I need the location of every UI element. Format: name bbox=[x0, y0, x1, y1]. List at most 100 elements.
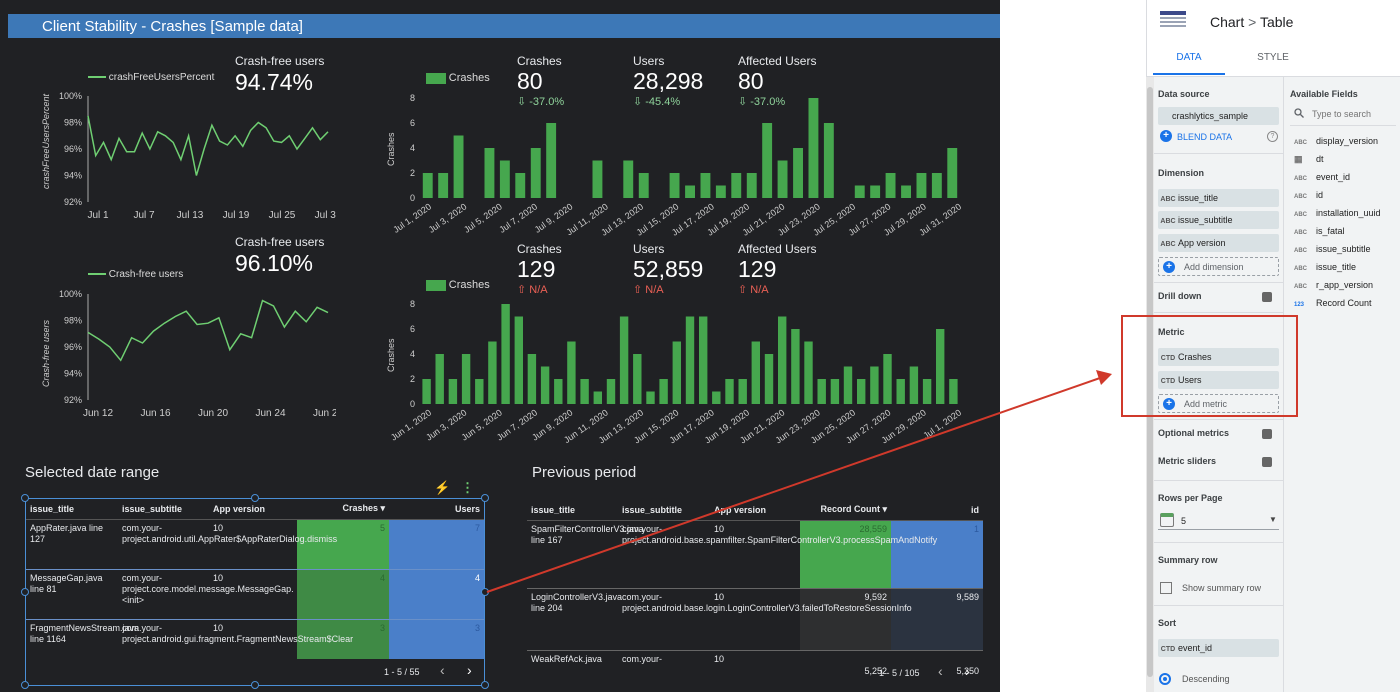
field-display-version[interactable]: ABC display_version bbox=[1294, 134, 1378, 148]
tab-style[interactable]: STYLE bbox=[1257, 52, 1289, 63]
col-record-count[interactable]: Record Count ▾ bbox=[820, 504, 887, 515]
prev-page-button[interactable]: ‹ bbox=[938, 663, 943, 679]
breadcrumb: Chart > Table bbox=[1210, 14, 1293, 30]
col-app-version[interactable]: App version bbox=[213, 503, 266, 514]
col-issue-subtitle[interactable]: issue_subtitle bbox=[122, 503, 183, 514]
dimension-name: issue_title bbox=[1178, 193, 1219, 203]
field-search-input[interactable] bbox=[1312, 107, 1396, 121]
crash-free-users-label-1: Crash-free users bbox=[235, 54, 325, 68]
drill-down-toggle[interactable] bbox=[1262, 292, 1272, 302]
col-crashes[interactable]: Crashes ▾ bbox=[342, 503, 385, 514]
metric-chip-users[interactable]: CTD Users bbox=[1158, 371, 1279, 389]
summary-row-checkbox[interactable] bbox=[1160, 582, 1172, 594]
optional-metrics-toggle[interactable] bbox=[1262, 429, 1272, 439]
metric-chip-crashes[interactable]: CTD Crashes bbox=[1158, 348, 1279, 366]
resize-handle[interactable] bbox=[481, 681, 489, 689]
field-issue-subtitle[interactable]: ABC issue_subtitle bbox=[1294, 242, 1371, 256]
next-page-button[interactable]: › bbox=[965, 663, 970, 679]
resize-handle[interactable] bbox=[21, 494, 29, 502]
table-row[interactable]: SpamFilterControllerV3.java line 167 com… bbox=[527, 520, 983, 588]
field-id[interactable]: ABC id bbox=[1294, 188, 1323, 202]
kpi-value: 129 bbox=[517, 256, 556, 282]
metric-sliders-toggle[interactable] bbox=[1262, 457, 1272, 467]
bolt-icon[interactable]: ⚡ bbox=[434, 480, 451, 495]
help-icon[interactable]: ? bbox=[1267, 131, 1278, 142]
bar-chart-1-legend: Crashes bbox=[426, 72, 490, 84]
add-metric-button[interactable]: + Add metric bbox=[1158, 394, 1279, 413]
bar bbox=[857, 379, 866, 404]
field-record-count[interactable]: 123 Record Count bbox=[1294, 296, 1372, 310]
text-type-icon: ABC bbox=[1160, 196, 1176, 203]
kpi-delta: ⇧ N/A bbox=[633, 284, 664, 296]
data-tab-body: Data source crashlytics_sample + BLEND D… bbox=[1146, 77, 1400, 692]
more-options-icon[interactable]: ⋮ bbox=[461, 480, 474, 495]
col-issue-title[interactable]: issue_title bbox=[531, 504, 576, 515]
blend-data-button[interactable]: BLEND DATA bbox=[1177, 132, 1233, 142]
rows-per-page-value[interactable]: 5 bbox=[1181, 516, 1187, 526]
y-tick-label: 4 bbox=[410, 349, 415, 359]
field-name: issue_title bbox=[1316, 262, 1357, 272]
cell-app-version: 10 bbox=[714, 653, 725, 664]
cell-crashes: 5 bbox=[297, 519, 389, 569]
field-dt[interactable]: ▦ dt bbox=[1294, 152, 1324, 166]
field-installation-uuid[interactable]: ABC installation_uuid bbox=[1294, 206, 1381, 220]
field-r-app-version[interactable]: ABC r_app_version bbox=[1294, 278, 1373, 292]
field-name: r_app_version bbox=[1316, 280, 1374, 290]
resize-handle[interactable] bbox=[251, 494, 259, 502]
col-issue-title[interactable]: issue_title bbox=[30, 503, 75, 514]
table-row[interactable]: AppRater.java line 127 com.your-project.… bbox=[26, 519, 484, 569]
bar bbox=[672, 341, 681, 404]
dimension-chip-app-version[interactable]: ABC App version bbox=[1158, 234, 1279, 252]
y-tick-label: 92% bbox=[64, 395, 82, 405]
divider bbox=[1154, 480, 1283, 481]
sort-field-chip[interactable]: CTD event_id bbox=[1158, 639, 1279, 657]
blend-plus-icon[interactable]: + bbox=[1160, 130, 1172, 142]
breadcrumb-table[interactable]: Table bbox=[1259, 14, 1294, 30]
selected-table-frame[interactable]: issue_title issue_subtitle App version C… bbox=[25, 498, 485, 686]
previous-period-table[interactable]: issue_title issue_subtitle App version R… bbox=[527, 500, 983, 680]
dimension-chip-issue-title[interactable]: ABC issue_title bbox=[1158, 189, 1279, 207]
previous-table-frame[interactable]: issue_title issue_subtitle App version R… bbox=[527, 500, 983, 688]
dimension-chip-issue-subtitle[interactable]: ABC issue_subtitle bbox=[1158, 211, 1279, 229]
col-issue-subtitle[interactable]: issue_subtitle bbox=[622, 504, 683, 515]
next-page-button[interactable]: › bbox=[467, 662, 472, 678]
y-tick-label: 100% bbox=[59, 289, 82, 299]
selected-date-table[interactable]: issue_title issue_subtitle App version C… bbox=[26, 499, 484, 659]
line-chart-2-legend: Crash-free users bbox=[88, 269, 183, 280]
col-id[interactable]: id bbox=[971, 504, 979, 515]
breadcrumb-chart[interactable]: Chart bbox=[1210, 14, 1245, 30]
resize-handle[interactable] bbox=[21, 588, 29, 596]
field-is-fatal[interactable]: ABC is_fatal bbox=[1294, 224, 1345, 238]
table-row[interactable]: LoginControllerV3.java line 204 com.your… bbox=[527, 588, 983, 650]
x-tick-label: Jul 7 bbox=[133, 210, 155, 221]
table-row[interactable]: FragmentNewsStream.java line 1164 com.yo… bbox=[26, 619, 484, 659]
bar bbox=[762, 123, 773, 198]
table-row[interactable]: MessageGap.java line 81 com.your-project… bbox=[26, 569, 484, 619]
bar bbox=[885, 173, 896, 198]
prev-page-button[interactable]: ‹ bbox=[440, 662, 445, 678]
col-users[interactable]: Users bbox=[454, 503, 480, 514]
scrollbar-thumb[interactable] bbox=[1147, 87, 1153, 677]
resize-handle[interactable] bbox=[481, 588, 489, 596]
data-source-select[interactable]: crashlytics_sample bbox=[1158, 107, 1279, 125]
resize-handle[interactable] bbox=[21, 681, 29, 689]
crash-free-users-value-2: 96.10% bbox=[235, 250, 314, 276]
y-axis-title: Crash-free users bbox=[41, 319, 51, 387]
line-chart-1-legend: crashFreeUsersPercent bbox=[88, 72, 214, 83]
descending-radio[interactable] bbox=[1159, 673, 1171, 685]
y-tick-label: 96% bbox=[64, 342, 82, 352]
cell-id: 9,589 bbox=[891, 588, 983, 650]
tab-data[interactable]: DATA bbox=[1176, 52, 1202, 63]
field-event-id[interactable]: ABC event_id bbox=[1294, 170, 1350, 184]
bar bbox=[916, 173, 927, 198]
resize-handle[interactable] bbox=[481, 494, 489, 502]
tab-divider bbox=[1146, 76, 1400, 77]
legend-label: Crashes bbox=[448, 72, 490, 84]
field-issue-title[interactable]: ABC issue_title bbox=[1294, 260, 1356, 274]
dropdown-arrow-icon[interactable]: ▼ bbox=[1269, 515, 1277, 524]
bar bbox=[712, 391, 721, 404]
add-dimension-button[interactable]: + Add dimension bbox=[1158, 257, 1279, 276]
table-row[interactable]: WeakRefAck.java com.your- 10 5,252 5,250 bbox=[527, 650, 983, 680]
col-app-version[interactable]: App version bbox=[714, 504, 767, 515]
resize-handle[interactable] bbox=[251, 681, 259, 689]
